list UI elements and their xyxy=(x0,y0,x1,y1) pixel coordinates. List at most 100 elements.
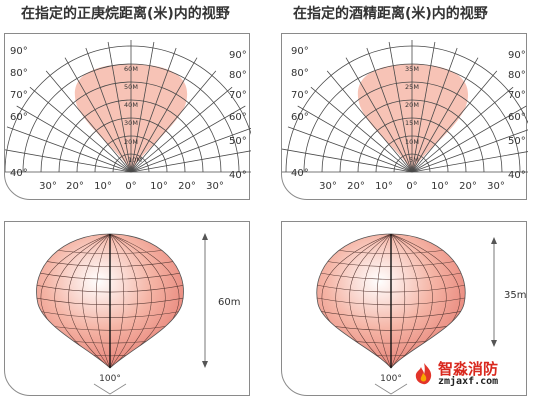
range-label: 15M xyxy=(405,119,419,127)
angle-ray xyxy=(388,41,413,173)
angle-ray xyxy=(130,70,217,173)
angle-ray xyxy=(130,41,155,173)
meridian-line xyxy=(390,234,419,368)
range-labels: 35M 25M 20M 15M 10M 5M xyxy=(405,65,419,164)
angle-ray xyxy=(64,57,132,173)
angle-label: 60° xyxy=(291,112,309,123)
angle-label: 70° xyxy=(508,90,526,101)
angle-label: 80° xyxy=(508,70,526,81)
range-label: 5M xyxy=(409,156,419,164)
polar-diagram-heptane: 60M 50M 40M 30M 20M 10M 90° 80° 70° 60° … xyxy=(0,40,263,192)
angle-label: 80° xyxy=(10,68,28,79)
meridian-line xyxy=(109,234,138,368)
meridian-line xyxy=(363,234,392,368)
range-label: 40M xyxy=(124,101,138,109)
polar-panel-alcohol: 35M 25M 20M 15M 10M 5M 90° 80° 70° 60° 4… xyxy=(280,33,544,200)
angle-label: 70° xyxy=(10,90,28,101)
angle-label: 90° xyxy=(291,46,309,57)
panel-title-alcohol: 在指定的酒精距离(米)内的视野 xyxy=(293,6,488,22)
angle-label: 10° xyxy=(94,181,112,192)
cone-diagram-heptane: 60m 100° xyxy=(36,233,240,395)
meridian-line xyxy=(68,234,111,368)
angle-labels-left: 90° 80° 70° 60° 40° xyxy=(291,46,309,179)
logo-name: 智淼消防 xyxy=(438,360,499,378)
watermark-logo: 智淼消防 zmjaxf.com xyxy=(412,356,542,390)
cone-angle-mark xyxy=(93,383,127,395)
cone-angle-label: 100° xyxy=(380,374,402,384)
arrow-down xyxy=(202,361,208,368)
angle-ray xyxy=(287,126,413,173)
angle-label: 0° xyxy=(406,181,417,192)
angle-ray xyxy=(411,148,543,173)
angle-label: 50° xyxy=(508,136,526,147)
angle-label: 90° xyxy=(10,46,28,57)
angle-labels-bottom: 30° 20° 10° 0° 10° 20° 30° xyxy=(39,181,224,192)
angle-label: 20° xyxy=(178,181,196,192)
angle-label: 80° xyxy=(229,70,247,81)
angle-ray xyxy=(130,148,262,173)
angle-ray xyxy=(130,86,233,173)
angle-ray xyxy=(130,126,256,173)
meridian-line xyxy=(390,234,406,368)
angle-ray xyxy=(107,41,132,173)
cone-angle-label: 100° xyxy=(99,374,121,384)
angle-label: 60° xyxy=(229,112,247,123)
angle-label: 50° xyxy=(229,136,247,147)
angle-label: 40° xyxy=(291,168,309,179)
angle-ray xyxy=(345,57,413,173)
angle-ray xyxy=(411,47,458,173)
range-label: 30M xyxy=(124,119,138,127)
flame-logo-icon xyxy=(415,363,432,385)
angle-label: 30° xyxy=(39,181,57,192)
angle-ray xyxy=(85,47,132,173)
angle-label: 30° xyxy=(206,181,224,192)
arrow-up xyxy=(491,237,497,244)
angle-ray xyxy=(411,126,537,173)
angle-label: 30° xyxy=(487,181,505,192)
cone-panel-heptane: 60m 100° xyxy=(4,221,250,396)
angle-ray xyxy=(411,41,436,173)
cone-diagram-alcohol: 35m 100° xyxy=(316,233,526,395)
polar-grid xyxy=(0,40,263,173)
range-label: 10M xyxy=(128,156,142,164)
meridian-line xyxy=(376,234,392,368)
angle-labels-bottom: 30° 20° 10° 0° 10° 20° 30° xyxy=(319,181,505,192)
meridian-line xyxy=(109,234,152,368)
angle-label: 40° xyxy=(508,170,526,181)
range-label: 25M xyxy=(405,83,419,91)
angle-ray xyxy=(130,47,177,173)
angle-ray xyxy=(29,86,132,173)
angle-label: 20° xyxy=(459,181,477,192)
logo-url: zmjaxf.com xyxy=(438,376,499,387)
angle-label: 40° xyxy=(10,168,28,179)
angle-label: 10° xyxy=(431,181,449,192)
range-label: 35M xyxy=(405,65,419,73)
angle-label: 60° xyxy=(508,112,526,123)
meridian-line xyxy=(95,234,111,368)
arrow-up xyxy=(202,233,208,240)
angle-ray xyxy=(411,70,498,173)
angle-ray xyxy=(310,86,413,173)
range-label: 20M xyxy=(124,138,138,146)
angle-labels-right: 90° 80° 70° 60° 50° 40° xyxy=(229,50,247,181)
cone-angle-mark xyxy=(374,383,408,395)
angle-labels-right: 90° 80° 70° 60° 50° 40° xyxy=(508,50,526,181)
angle-ray xyxy=(16,105,132,173)
angle-labels-left: 90° 80° 70° 60° 40° xyxy=(10,46,28,179)
polar-panel-heptane: 60M 50M 40M 30M 20M 10M 90° 80° 70° 60° … xyxy=(0,33,263,200)
angle-label: 0° xyxy=(125,181,136,192)
angle-ray xyxy=(411,105,527,173)
angle-ray xyxy=(411,57,479,173)
angle-ray xyxy=(281,148,413,173)
angle-label: 90° xyxy=(229,50,247,61)
angle-ray xyxy=(297,105,413,173)
angle-ray xyxy=(130,57,198,173)
angle-ray xyxy=(6,126,132,173)
height-label: 60m xyxy=(218,297,240,308)
meridian-line xyxy=(109,234,125,368)
angle-ray xyxy=(130,105,246,173)
angle-label: 10° xyxy=(150,181,168,192)
range-label: 60M xyxy=(124,65,138,73)
angle-label: 70° xyxy=(229,90,247,101)
arrow-down xyxy=(491,340,497,347)
